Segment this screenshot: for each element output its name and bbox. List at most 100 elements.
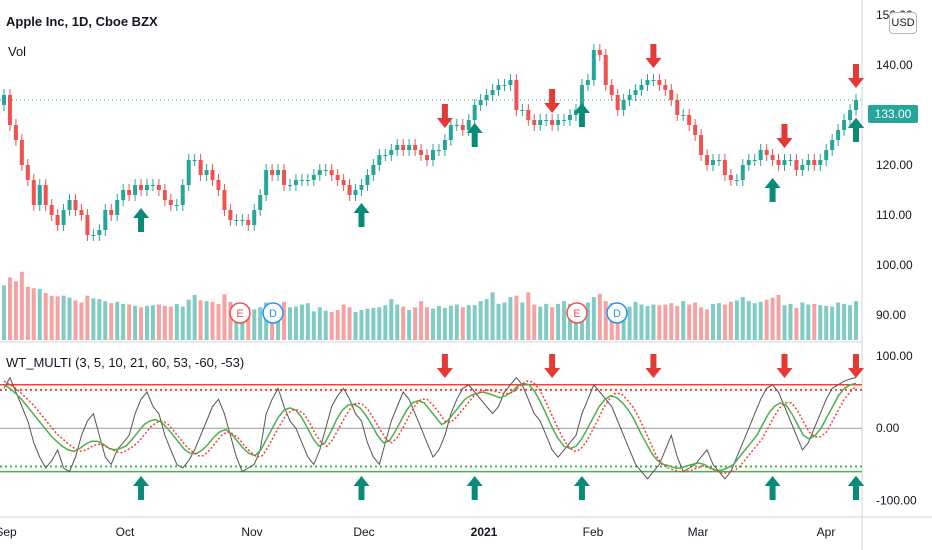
volume-bar: [776, 295, 781, 340]
volume-bar: [705, 309, 710, 340]
last-price-tag: 133.00: [868, 105, 918, 123]
candle-body: [174, 205, 179, 206]
price-up-arrow: [133, 208, 150, 232]
candle-body: [49, 205, 54, 215]
price-tick-label: 120.00: [876, 158, 913, 172]
volume-bar: [496, 303, 501, 340]
candle-body: [746, 160, 751, 165]
indicator-up-arrow: [353, 476, 370, 500]
volume-bar: [836, 302, 841, 340]
volume-bar: [79, 302, 84, 340]
volume-bar: [824, 305, 829, 340]
volume-bar: [139, 307, 144, 340]
candle-body: [389, 150, 394, 155]
time-axis-label: Nov: [241, 525, 262, 539]
volume-bar: [711, 303, 716, 340]
candle-body: [395, 145, 400, 150]
volume-bar: [687, 304, 692, 340]
volume-bar: [597, 293, 602, 340]
volume-bar: [299, 304, 304, 340]
candle-body: [651, 80, 656, 81]
volume-bar: [61, 295, 66, 340]
candle-body: [127, 190, 132, 195]
candle-body: [413, 145, 418, 150]
candle-body: [794, 160, 799, 170]
candle-body: [550, 120, 555, 125]
wt-slow-line: [3, 380, 857, 474]
candle-body: [25, 165, 30, 180]
dividend-marker: D: [613, 308, 621, 320]
volume-bar: [156, 304, 161, 340]
volume-bar: [252, 309, 257, 340]
volume-bar: [568, 303, 573, 340]
candle-body: [317, 170, 322, 175]
price-down-arrow: [848, 64, 864, 88]
indicator-up-arrow: [466, 476, 483, 500]
volume-bar: [31, 288, 36, 340]
indicator-down-arrow: [645, 354, 662, 378]
candle-body: [806, 160, 811, 165]
volume-bar: [788, 303, 793, 340]
volume-bar: [353, 312, 358, 340]
candle-body: [776, 160, 781, 165]
volume-bar: [323, 310, 328, 340]
volume-label: Vol: [8, 44, 27, 59]
earnings-marker: E: [573, 308, 580, 320]
candle-body: [43, 185, 48, 205]
currency-button[interactable]: USD: [889, 12, 917, 34]
volume-bar: [228, 301, 233, 340]
price-up-arrow: [764, 178, 781, 202]
candle-body: [478, 100, 483, 105]
volume-bar: [472, 305, 477, 340]
volume-bar: [216, 303, 221, 340]
candle-body: [162, 190, 167, 200]
volume-bar: [371, 307, 376, 340]
candle-body: [514, 80, 519, 110]
time-axis-label: Mar: [688, 525, 709, 539]
volume-bar: [335, 310, 340, 340]
volume-bar: [210, 301, 215, 340]
candle-body: [264, 170, 269, 195]
candle-body: [198, 160, 203, 175]
candle-body: [639, 85, 644, 90]
volume-bar: [67, 297, 72, 340]
candle-body: [854, 100, 858, 110]
volume-bar: [103, 301, 108, 340]
candle-body: [139, 185, 144, 190]
volume-bar: [43, 292, 48, 340]
volume-bar: [532, 304, 537, 340]
candle-body: [133, 185, 138, 195]
volume-bar: [818, 305, 823, 340]
candle-body: [693, 125, 698, 135]
volume-bar: [663, 304, 668, 340]
volume-bar: [544, 303, 549, 340]
volume-bar: [842, 303, 847, 340]
candle-body: [705, 155, 710, 165]
earnings-marker-circle: [566, 302, 588, 324]
volume-bar: [2, 285, 6, 340]
candle-body: [91, 235, 96, 236]
price-tick-label: 110.00: [876, 208, 912, 222]
earnings-marker: E: [236, 308, 243, 320]
volume-bar: [550, 307, 555, 340]
candle-body: [722, 160, 727, 175]
candle-body: [109, 210, 114, 215]
candle-body: [276, 170, 281, 175]
volume-bar: [508, 297, 513, 340]
volume-bar: [669, 303, 674, 340]
candle-body: [818, 160, 823, 165]
candle-body: [305, 180, 310, 181]
volume-bar: [73, 300, 78, 340]
indicator-down-arrow: [848, 354, 864, 378]
volume-bar: [585, 302, 590, 340]
volume-bar: [502, 302, 507, 340]
volume-bar: [174, 303, 179, 340]
candle-body: [121, 190, 126, 200]
candle-body: [282, 170, 287, 185]
indicator-tick-label: 100.00: [876, 349, 913, 363]
candle-body: [627, 95, 632, 100]
volume-bar: [722, 304, 727, 340]
dividend-marker-circle: [262, 302, 284, 324]
volume-bar: [460, 307, 465, 340]
